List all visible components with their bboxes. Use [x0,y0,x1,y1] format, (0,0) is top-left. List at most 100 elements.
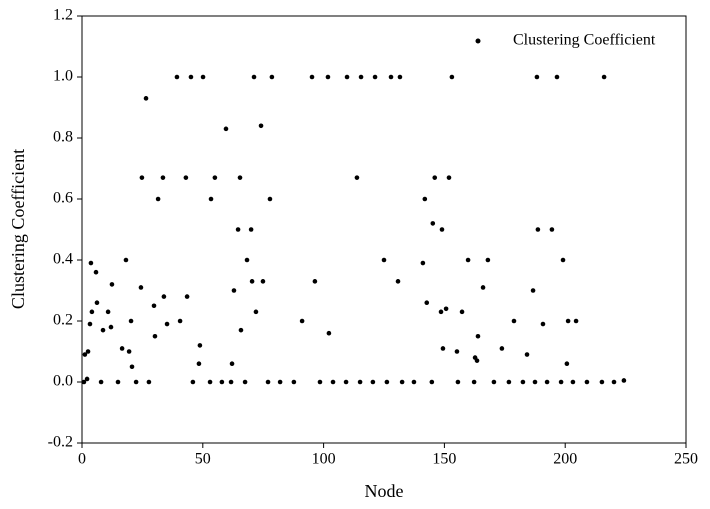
data-point [260,279,266,284]
data-point [459,309,465,315]
data-point [422,196,428,202]
data-point [354,175,360,180]
data-point [446,175,452,180]
data-point [549,227,555,232]
data-point [108,324,114,330]
data-point [128,318,134,324]
x-axis-title: Node [365,481,404,501]
data-point [325,74,331,80]
data-point [399,379,405,385]
data-point [534,74,540,80]
x-tick-label: 200 [553,451,577,468]
data-point [357,379,363,385]
data-point [344,74,350,80]
data-point [455,379,461,385]
data-point [183,175,189,180]
data-point [81,379,87,385]
y-tick-label: 0.4 [53,251,73,268]
data-point [506,379,512,385]
data-point [115,379,121,385]
data-point [219,379,225,385]
data-point [267,196,273,202]
data-point [601,74,607,80]
data-point [93,269,99,275]
data-point [196,361,202,367]
data-point [584,379,590,385]
data-point [440,346,446,351]
data-point [119,346,125,351]
data-point [177,318,183,324]
data-point [384,379,390,385]
data-point [381,257,387,263]
data-point [244,257,250,263]
y-axis-title: Clustering Coefficient [8,149,28,309]
data-point [277,379,283,385]
data-point [188,74,194,80]
x-tick-label: 150 [432,451,456,468]
data-point [174,74,180,80]
y-tick-label: 1.0 [53,68,73,85]
data-point [438,309,444,315]
data-point [429,379,435,385]
data-point [424,300,430,306]
data-point [133,379,139,385]
data-point [190,379,196,385]
data-point [269,74,275,80]
data-point [235,227,241,232]
data-point [397,74,403,80]
data-point [544,379,550,385]
data-point [312,279,318,284]
data-point [160,175,166,180]
plot-frame [81,15,687,444]
data-point [480,285,486,290]
legend-label: Clustering Coefficient [513,32,656,49]
data-point [485,257,491,263]
data-point [475,333,481,339]
data-point [249,279,255,284]
data-point [432,175,438,180]
data-point [223,126,229,132]
data-point [330,379,336,385]
data-point [146,379,152,385]
data-point [138,285,144,290]
data-point [109,282,115,287]
data-point [82,352,88,357]
data-point [94,300,100,306]
y-tick-label: 1.2 [53,7,73,24]
data-point [430,221,436,226]
y-tick-label: 0.0 [53,373,73,390]
legend-marker [475,38,481,44]
data-point [155,196,161,202]
data-point [197,343,203,348]
data-point [200,74,206,80]
data-point [85,349,91,354]
data-point [449,74,455,80]
data-point [231,288,237,293]
data-point [100,327,106,333]
data-point [565,318,571,324]
data-point [251,74,257,80]
data-point [309,74,315,80]
data-point [443,306,449,312]
data-point [372,74,378,80]
data-point [317,379,323,385]
data-point [471,379,477,385]
data-point [87,321,93,327]
data-point [326,330,332,336]
data-point [532,379,538,385]
data-point [358,74,364,80]
data-point [420,260,426,266]
x-tick-label: 0 [78,451,86,468]
data-point [564,361,570,367]
data-point [560,257,566,263]
data-point [474,358,480,363]
data-point [207,379,213,385]
data-point [570,379,576,385]
data-point [558,379,564,385]
data-point [299,318,305,324]
data-point [229,361,235,367]
data-point [84,376,90,382]
data-point [237,175,243,180]
data-point [599,379,605,385]
data-point [520,379,526,385]
